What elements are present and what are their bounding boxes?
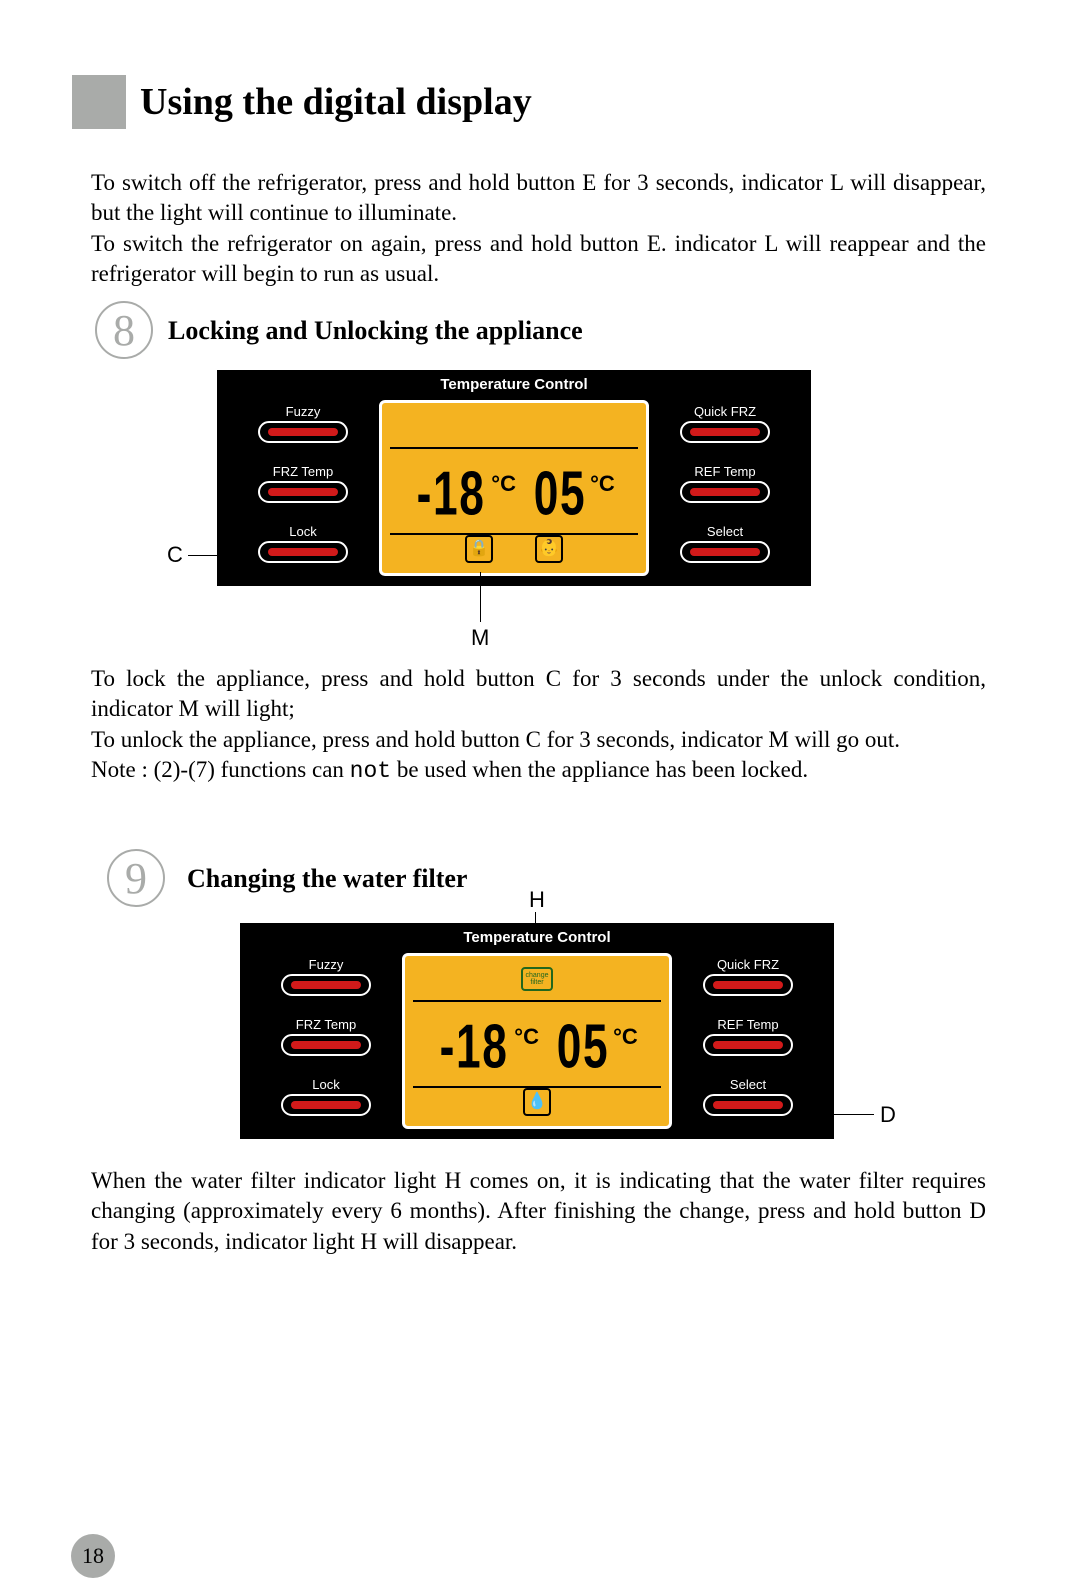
frz-temp-button-shape: [258, 481, 348, 503]
step-number-8: 8: [95, 301, 153, 359]
frz-temp-button[interactable]: FRZ Temp: [253, 464, 353, 503]
page-number: 18: [71, 1534, 115, 1578]
fuzzy-button[interactable]: Fuzzy: [276, 957, 376, 996]
callout-M-line: [480, 572, 481, 622]
lock-button[interactable]: Lock: [253, 524, 353, 563]
quick-frz-button[interactable]: Quick FRZ: [698, 957, 798, 996]
header-square-decoration: [72, 75, 126, 129]
lcd-screen-9: change filter -18 °C 05 °C 💧: [402, 953, 672, 1129]
fridge-unit: °C: [590, 471, 615, 497]
callout-C-label: C: [167, 542, 183, 568]
step-number-9: 9: [107, 849, 165, 907]
panel8-title: Temperature Control: [217, 376, 811, 393]
lock-icon: 🔒: [465, 535, 493, 563]
water-icon: 💧: [523, 1088, 551, 1116]
section9-body: When the water filter indicator light H …: [91, 1166, 986, 1257]
callout-D-line: [800, 1114, 874, 1115]
freezer-temp: -18: [417, 458, 486, 529]
lcd-bottom-row: 🔒 👶: [390, 531, 638, 567]
ref-temp-button-shape: [680, 481, 770, 503]
lcd-temp-row: -18 °C 05 °C: [390, 459, 638, 529]
lcd-divider: [390, 447, 638, 449]
select-button-shape: [680, 541, 770, 563]
callout-M-label: M: [471, 625, 489, 651]
intro-text: To switch off the refrigerator, press an…: [91, 168, 986, 289]
change-filter-icon: change filter: [521, 967, 553, 991]
frz-temp-button[interactable]: FRZ Temp: [276, 1017, 376, 1056]
section8-title: Locking and Unlocking the appliance: [168, 316, 583, 346]
select-button[interactable]: Select: [698, 1077, 798, 1116]
control-panel-9: Temperature Control Fuzzy FRZ Temp Lock …: [240, 923, 834, 1139]
freezer-unit: °C: [514, 1024, 539, 1050]
page-title: Using the digital display: [140, 80, 532, 124]
ref-temp-button[interactable]: REF Temp: [698, 1017, 798, 1056]
callout-H-label: H: [529, 887, 545, 913]
quick-frz-button[interactable]: Quick FRZ: [675, 404, 775, 443]
control-panel-8: Temperature Control Fuzzy FRZ Temp Lock …: [217, 370, 811, 586]
freezer-unit: °C: [491, 471, 516, 497]
intro-p2: To switch the refrigerator on again, pre…: [91, 231, 986, 286]
fuzzy-button[interactable]: Fuzzy: [253, 404, 353, 443]
callout-C-line: [188, 555, 240, 556]
ref-temp-button[interactable]: REF Temp: [675, 464, 775, 503]
lcd-temp-row: -18 °C 05 °C: [413, 1012, 661, 1082]
section8-body: To lock the appliance, press and hold bu…: [91, 664, 986, 786]
intro-p1: To switch off the refrigerator, press an…: [91, 170, 986, 225]
callout-D-label: D: [880, 1102, 896, 1128]
fuzzy-button-shape: [258, 421, 348, 443]
quick-frz-button-shape: [680, 421, 770, 443]
freezer-temp: -18: [440, 1011, 509, 1082]
section9-title: Changing the water filter: [187, 864, 467, 894]
child-icon: 👶: [535, 535, 563, 563]
lcd-bottom-row: 💧: [413, 1084, 661, 1120]
fridge-temp: 05: [534, 458, 587, 529]
select-button[interactable]: Select: [675, 524, 775, 563]
fridge-temp: 05: [557, 1011, 610, 1082]
panel9-title: Temperature Control: [240, 929, 834, 946]
lock-button-shape: [258, 541, 348, 563]
lcd-screen-8: -18 °C 05 °C 🔒 👶: [379, 400, 649, 576]
lock-button[interactable]: Lock: [276, 1077, 376, 1116]
fridge-unit: °C: [613, 1024, 638, 1050]
lcd-divider: [413, 1000, 661, 1002]
lcd-top-strip: change filter: [413, 964, 661, 994]
